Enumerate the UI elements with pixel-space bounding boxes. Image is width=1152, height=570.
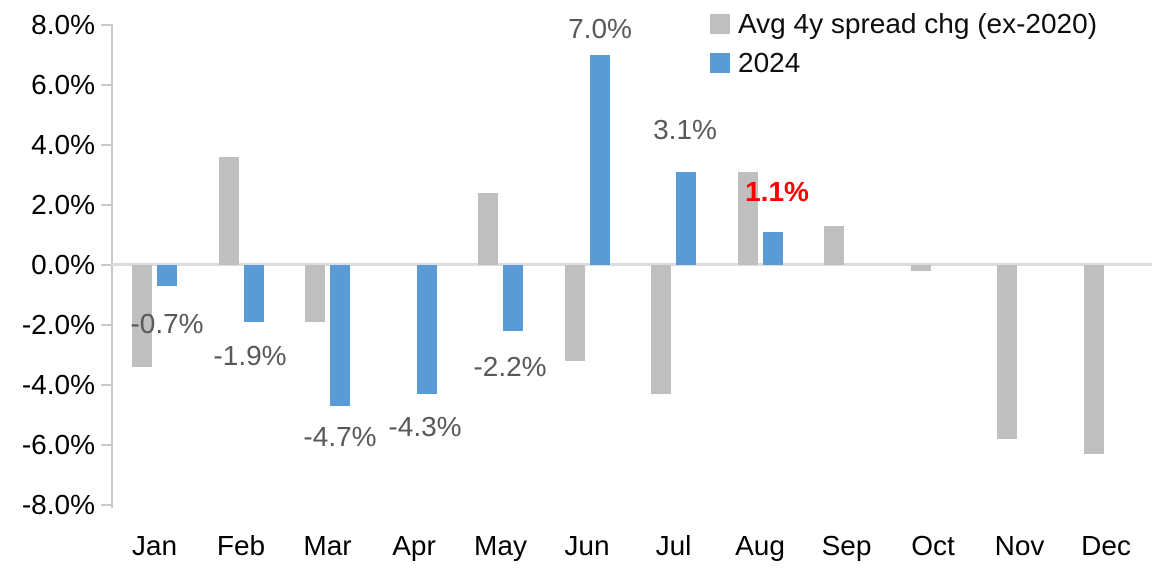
bar-avg-jan: [132, 265, 152, 367]
y-tick-label: -8.0%: [21, 489, 95, 520]
y-tick-label: -6.0%: [21, 429, 95, 460]
x-tick-label-may: May: [474, 530, 527, 561]
bar-avg-dec: [1083, 265, 1104, 454]
bar-avg-mar: [305, 265, 325, 322]
bar-s2024-jul: [676, 172, 696, 265]
bar-avg-oct: [910, 265, 931, 271]
bar-avg-nov: [997, 265, 1017, 439]
data-label: 1.1%: [745, 176, 809, 207]
x-tick-label-jan: Jan: [131, 530, 178, 561]
y-axis-tick-mark: [101, 444, 111, 446]
bar-s2024-feb: [243, 265, 264, 322]
bar-s2024-apr: [416, 265, 437, 394]
data-label: 7.0%: [568, 13, 632, 44]
x-tick-label-sep: Sep: [821, 530, 872, 561]
data-label: -4.3%: [388, 411, 462, 442]
data-label: -2.2%: [473, 351, 547, 382]
bar-avg-aug: [737, 172, 758, 265]
bar-s2024-aug: [762, 232, 783, 265]
data-label: -4.7%: [303, 421, 377, 452]
legend-label: 2024: [738, 47, 801, 78]
bar-avg-may: [478, 193, 498, 265]
bar-avg-feb: [218, 157, 239, 265]
y-tick-label: 2.0%: [31, 189, 95, 220]
legend-swatch-icon: [710, 14, 730, 34]
y-axis-tick-mark: [101, 84, 111, 86]
x-tick-label-aug: Aug: [735, 530, 785, 561]
bar-s2024-mar: [330, 265, 350, 406]
y-axis-tick-mark: [101, 324, 111, 326]
y-axis-tick-mark: [101, 24, 111, 26]
y-tick-label: 8.0%: [31, 9, 95, 40]
y-axis-tick-mark: [101, 264, 111, 266]
x-tick-label-jun: Jun: [564, 530, 610, 561]
data-label: -0.7%: [130, 308, 204, 339]
x-tick-label-apr: Apr: [392, 530, 436, 561]
x-tick-label-jul: Jul: [655, 530, 692, 561]
x-tick-label-mar: Mar: [303, 530, 352, 561]
legend: Avg 4y spread chg (ex-2020) 2024: [710, 10, 1097, 88]
legend-swatch-icon: [710, 53, 730, 73]
bar-avg-jun: [564, 265, 585, 361]
bar-s2024-may: [503, 265, 523, 331]
bar-avg-sep: [824, 226, 844, 265]
y-axis-tick-mark: [101, 204, 111, 206]
y-tick-label: 6.0%: [31, 69, 95, 100]
legend-label: Avg 4y spread chg (ex-2020): [738, 8, 1098, 39]
y-axis-line: [111, 24, 113, 508]
legend-item: Avg 4y spread chg (ex-2020): [710, 10, 1097, 38]
data-label: 3.1%: [653, 114, 717, 145]
y-tick-label: 0.0%: [31, 249, 95, 280]
x-tick-label-nov: Nov: [994, 530, 1045, 561]
y-tick-label: -4.0%: [21, 369, 95, 400]
y-axis-tick-mark: [101, 504, 111, 506]
legend-item: 2024: [710, 49, 1097, 77]
data-label: -1.9%: [213, 340, 287, 371]
y-tick-label: -2.0%: [21, 309, 95, 340]
y-tick-label: 4.0%: [31, 129, 95, 160]
x-tick-label-oct: Oct: [911, 530, 955, 561]
bar-avg-jul: [651, 265, 671, 394]
zero-gridline: [111, 263, 1152, 266]
y-axis-tick-mark: [101, 144, 111, 146]
x-tick-label-feb: Feb: [216, 530, 266, 561]
x-tick-label-dec: Dec: [1081, 530, 1131, 561]
bar-s2024-jun: [589, 55, 610, 265]
bar-s2024-jan: [157, 265, 177, 286]
y-axis-tick-mark: [101, 384, 111, 386]
